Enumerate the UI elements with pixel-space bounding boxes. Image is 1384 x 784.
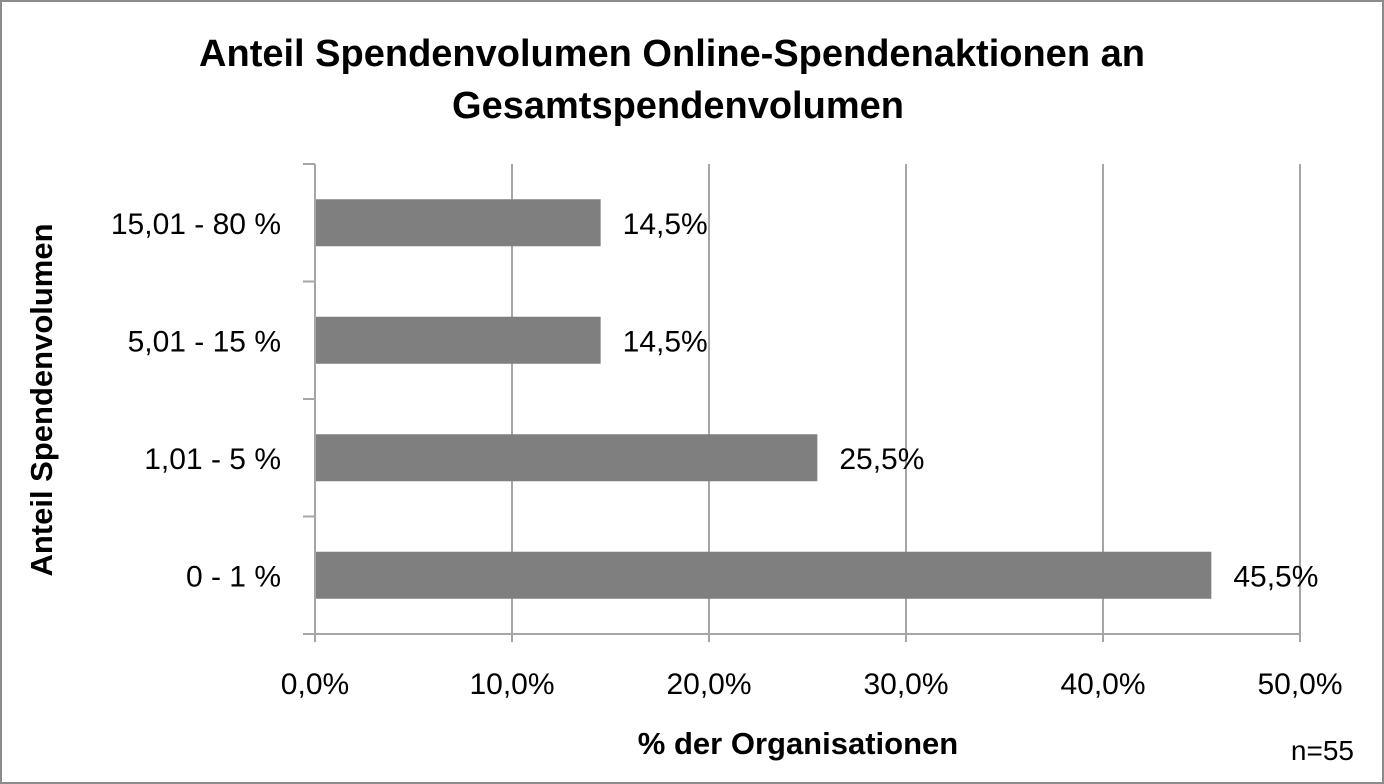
data-label: 14,5% xyxy=(623,208,708,241)
y-tick-label: 1,01 - 5 % xyxy=(144,443,281,476)
x-tick-label: 40,0% xyxy=(1060,668,1145,701)
x-tick-label: 50,0% xyxy=(1257,668,1342,701)
y-tick-label: 15,01 - 80 % xyxy=(111,208,281,241)
bar xyxy=(315,199,601,247)
y-tick-label: 5,01 - 15 % xyxy=(128,325,281,358)
labels: 0,0% 10,0% 20,0% 30,0% 40,0% 50,0% 45,5% 0 - 1 … xyxy=(111,208,1343,701)
axes xyxy=(303,163,1300,642)
x-tick-label: 30,0% xyxy=(863,668,948,701)
bar xyxy=(315,551,1212,599)
x-tick-label: 0,0% xyxy=(281,668,349,701)
chart-title-line-1: Anteil Spendenvolumen Online-Spendenakti… xyxy=(199,33,1145,75)
x-axis-title: % der Organisationen xyxy=(638,726,958,761)
y-tick-label: 0 - 1 % xyxy=(186,560,281,593)
data-label: 25,5% xyxy=(839,443,924,476)
bar xyxy=(315,434,818,482)
data-label: 14,5% xyxy=(623,325,708,358)
bar xyxy=(315,316,601,364)
bars xyxy=(315,199,1212,599)
y-axis-title: Anteil Spendenvolumen xyxy=(24,223,59,576)
chart-title-line-2: Gesamtspendenvolumen xyxy=(452,85,904,127)
data-label: 45,5% xyxy=(1233,560,1318,593)
sample-size-note: n=55 xyxy=(1291,735,1354,766)
x-tick-label: 20,0% xyxy=(666,668,751,701)
x-tick-label: 10,0% xyxy=(469,668,554,701)
